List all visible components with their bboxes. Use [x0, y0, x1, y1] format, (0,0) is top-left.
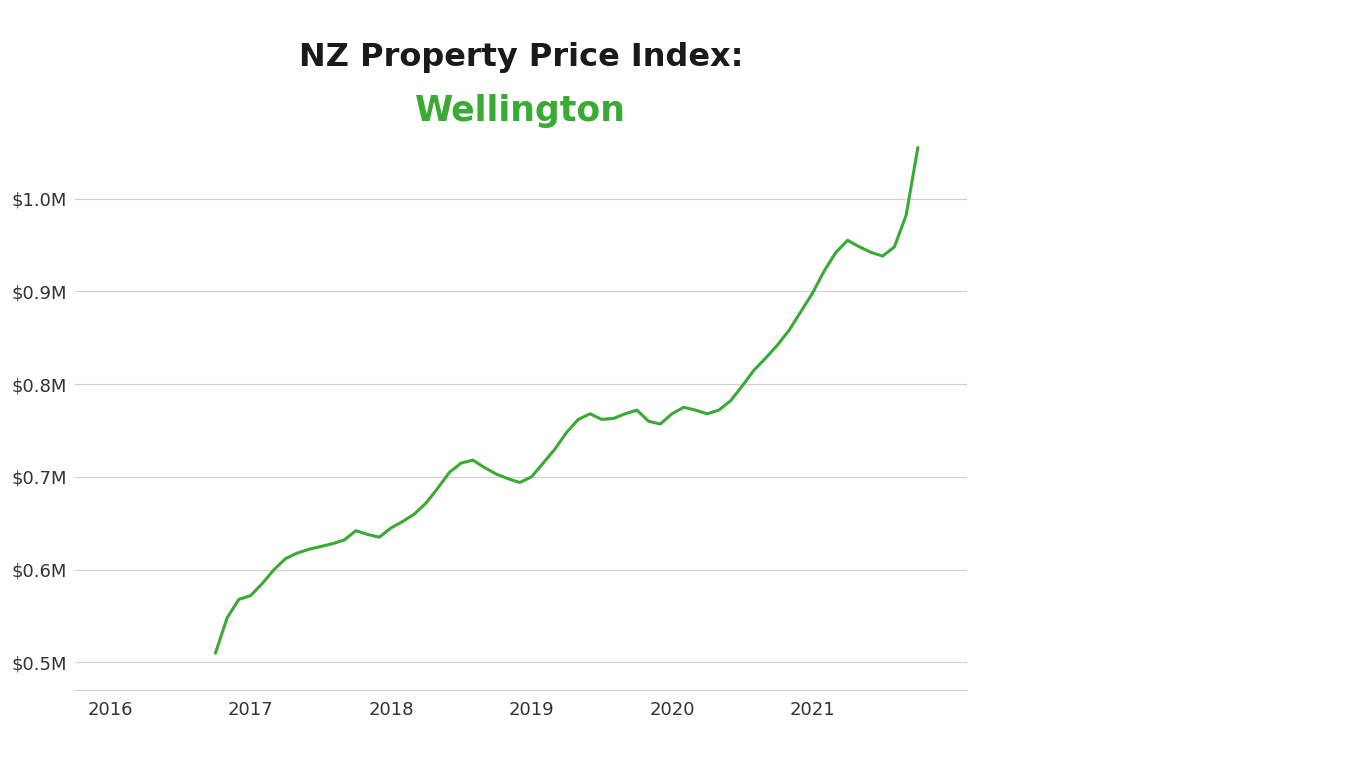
Ellipse shape: [1218, 661, 1298, 747]
Text: NZ Property Price Index:: NZ Property Price Index:: [298, 42, 744, 73]
Text: Wellington: Wellington: [415, 94, 627, 128]
Text: property: property: [1076, 700, 1185, 719]
Text: 2016: 2016: [1143, 498, 1208, 522]
Text: have increased: have increased: [1075, 321, 1276, 346]
Text: trademe: trademe: [1100, 680, 1160, 693]
Text: 68%: 68%: [1095, 370, 1256, 436]
Text: Since October: Since October: [1081, 459, 1269, 484]
Text: Property Prices: Property Prices: [1072, 268, 1279, 292]
